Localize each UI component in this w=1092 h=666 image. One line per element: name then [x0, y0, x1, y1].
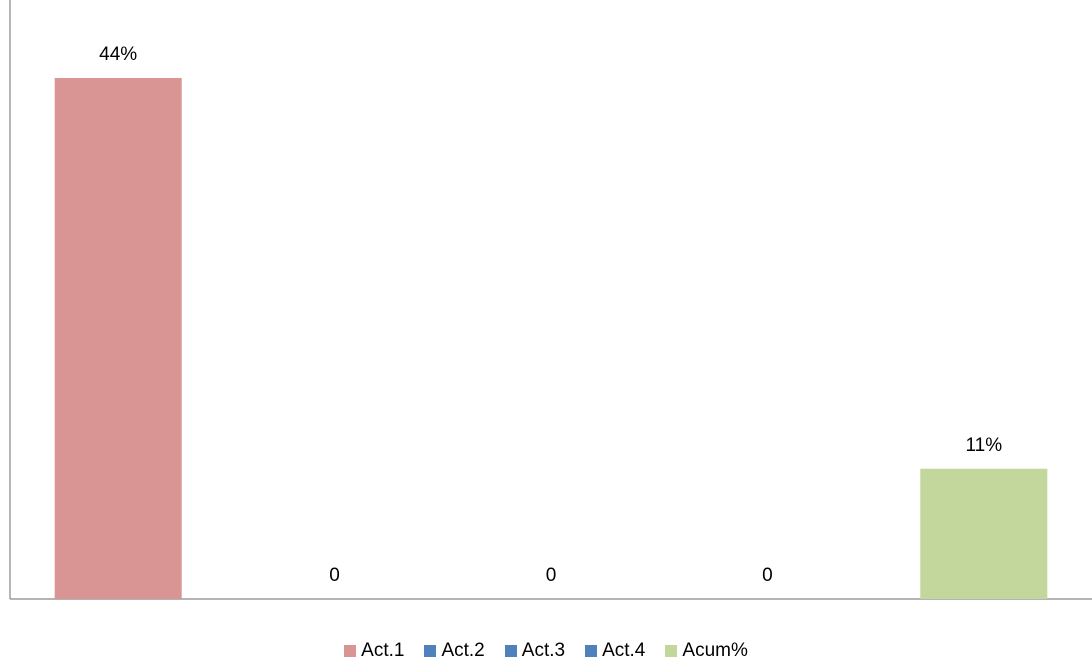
data-label: 44% — [99, 44, 137, 65]
legend-swatch — [424, 645, 437, 657]
legend-item: Act.2 — [424, 640, 485, 662]
legend-swatch — [665, 645, 678, 657]
data-label: 11% — [965, 435, 1002, 456]
legend-item: Acum% — [665, 640, 748, 662]
legend-label: Act.2 — [441, 640, 485, 661]
legend-label: Acum% — [682, 640, 748, 661]
legend: Act.1 Act.2 Act.3 Act.4 Acum% — [0, 640, 1092, 662]
legend-swatch — [344, 645, 357, 657]
data-label: 0 — [329, 565, 340, 586]
data-label: 0 — [546, 565, 557, 586]
legend-item: Act.4 — [585, 640, 645, 662]
data-labels-group: 44% 0 0 0 11% — [99, 44, 1002, 586]
bars-group — [54, 78, 1048, 599]
data-label: 0 — [762, 565, 773, 586]
legend-item: Act.3 — [504, 640, 566, 662]
legend-item: Act.1 — [344, 640, 404, 662]
bar-act-1 — [54, 78, 182, 599]
legend-label: Act.3 — [521, 640, 566, 661]
bar-acum — [920, 468, 1048, 599]
bar-chart: 44% 0 0 0 11% — [9, 0, 1092, 600]
legend-swatch — [504, 645, 517, 657]
legend-label: Act.4 — [602, 640, 646, 661]
legend-swatch — [585, 645, 598, 657]
legend-label: Act.1 — [361, 640, 405, 661]
